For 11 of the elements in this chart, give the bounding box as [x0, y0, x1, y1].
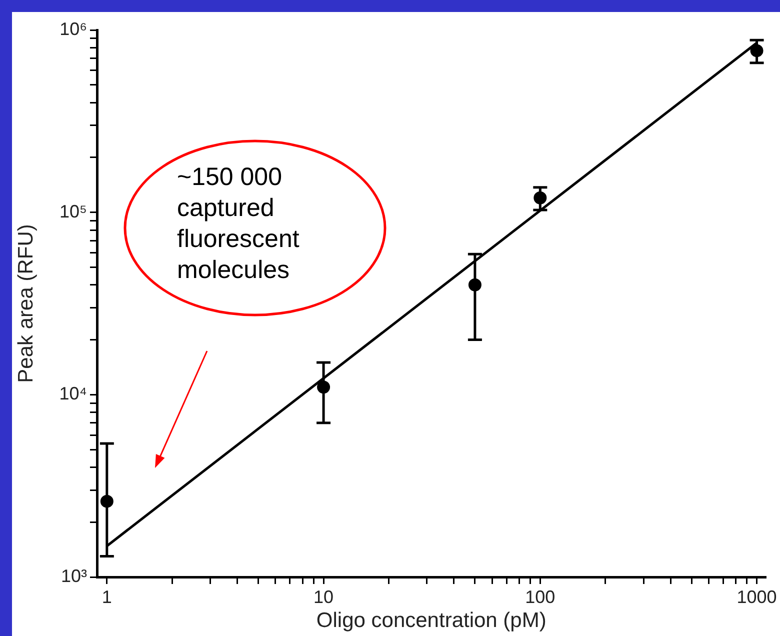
x-tick-label: 1000 [736, 586, 777, 607]
x-axis-title: Oligo concentration (pM) [316, 609, 546, 632]
x-tick-label: 10 [314, 586, 334, 607]
y-tick-label: 10⁵ [60, 201, 87, 222]
y-tick-label: 10⁶ [60, 18, 87, 39]
y-axis-title: Peak area (RFU) [14, 224, 38, 383]
x-tick-label: 1 [102, 586, 112, 607]
y-tick-label: 10³ [60, 566, 88, 586]
annotation: ~150 000 captured fluorescent molecules [177, 162, 300, 286]
y-tick-label: 10⁴ [59, 384, 87, 404]
x-tick-label: 100 [525, 586, 556, 607]
